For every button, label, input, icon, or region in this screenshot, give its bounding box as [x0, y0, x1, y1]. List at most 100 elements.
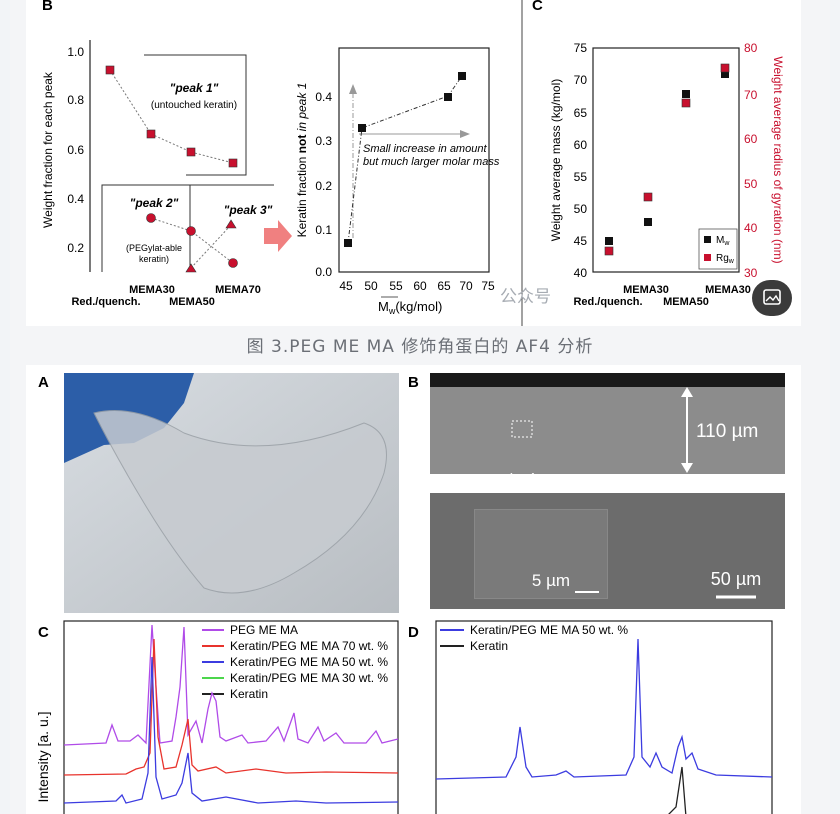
rg-marker	[643, 192, 653, 202]
panel-c-rlabel: Weight average radius of gyration (nm)	[771, 56, 785, 263]
x-label: Red./quench.	[71, 296, 140, 308]
right-ytick: 0.4	[315, 90, 332, 104]
rg-marker	[720, 63, 730, 73]
keratin-fraction-marker	[458, 72, 466, 80]
peak1-marker	[228, 158, 238, 168]
peak3-marker	[225, 219, 237, 229]
xrd-d-curve-keratin	[668, 766, 687, 814]
panel-c-ytick: 50	[574, 202, 588, 216]
sem-cross-section: 110 µm	[430, 373, 785, 474]
peak1-line	[109, 69, 234, 164]
sem-bot-overlay: 50 µm	[711, 569, 761, 599]
right-xtick: 60	[413, 279, 427, 293]
legend-label-70: Keratin/PEG ME MA 70 wt. %	[230, 639, 388, 653]
panel-c-ytick: 75	[574, 41, 588, 55]
panel-c-ytick: 40	[574, 266, 588, 280]
peak2-marker	[146, 213, 156, 223]
horizontal-arrowhead	[460, 130, 470, 138]
right-y-label: Keratin fraction not in peak 1	[295, 83, 309, 238]
panel-c-rtick: 80	[744, 41, 758, 55]
xrd-d-frame	[435, 620, 773, 814]
legend-d-label-50: Keratin/PEG ME MA 50 wt. %	[470, 623, 628, 637]
peak2-box	[101, 184, 274, 272]
sem-background-top	[430, 373, 785, 387]
xrd-d-curve-50	[435, 638, 773, 780]
vertical-arrowhead	[349, 84, 357, 94]
thickness-label: 110 µm	[696, 421, 758, 442]
watermark-text: 公众号	[500, 287, 551, 307]
right-ytick: 0.1	[315, 223, 332, 237]
right-xtick: 65	[437, 279, 451, 293]
left-ytick: 0.2	[67, 241, 84, 255]
legend-rg-swatch	[704, 254, 711, 261]
peak1-marker	[186, 147, 196, 157]
film-figure-svg: A B C D	[38, 374, 419, 641]
film-photo-drawing	[64, 373, 399, 613]
figure-caption: 图 3.PEG ME MA 修饰角蛋白的 AF4 分析	[246, 337, 594, 357]
right-ytick: 0.2	[315, 179, 332, 193]
panel-a-label: A	[38, 374, 49, 391]
peak3-marker	[185, 263, 197, 273]
peak2-sublabel: keratin)	[139, 254, 169, 264]
image-edit-icon	[763, 289, 781, 305]
keratin-film-photo	[64, 373, 399, 613]
peak1-box	[144, 54, 247, 176]
sem-top-drawing: 110 µm	[430, 373, 785, 474]
c-x-label: MEMA50	[663, 296, 709, 308]
sem-inset-drawing: 5 µm	[532, 571, 599, 593]
legend-label-keratin: Keratin	[230, 687, 268, 701]
right-xtick: 50	[364, 279, 378, 293]
legend-d-label-keratin: Keratin	[470, 639, 508, 653]
keratin-fraction-marker	[444, 93, 452, 101]
xrd-curve-70	[63, 638, 399, 776]
c-x-label: Red./quench.	[573, 296, 642, 308]
x-label: MEMA70	[215, 284, 261, 296]
panel-b2-label: B	[408, 374, 419, 391]
xrd-panels: Intensity [a. u.] PEG ME MA Keratin/PEG …	[35, 620, 773, 814]
zoom-line-left	[475, 473, 513, 510]
panel-c-frame	[592, 47, 740, 273]
peak1-label: "peak 1"	[170, 81, 219, 95]
xrd-c-ylabel: Intensity [a. u.]	[35, 711, 51, 802]
c-x-label: MEMA30	[705, 284, 751, 296]
peak3-line	[190, 224, 232, 269]
peak1-marker	[146, 129, 156, 139]
panel-c-rtick: 70	[744, 88, 758, 102]
panel-c-rtick: 40	[744, 221, 758, 235]
panel-c-ytick: 60	[574, 138, 588, 152]
peak1-marker	[105, 65, 115, 75]
legend-label-pegmema: PEG ME MA	[230, 623, 298, 637]
panel-c-ytick: 45	[574, 234, 588, 248]
left-y-label: Weight fraction for each peak	[41, 71, 55, 228]
xrd-curve-pegmema	[63, 624, 399, 746]
mw-marker	[721, 70, 729, 78]
af4-figure-svg: B Weight fraction for each peak 1.0 0.8 …	[41, 0, 785, 326]
rg-marker	[604, 246, 614, 256]
mw-marker	[605, 237, 613, 245]
legend-label-30: Keratin/PEG ME MA 30 wt. %	[230, 671, 388, 685]
peak2-marker	[186, 226, 196, 236]
af4-figure: B Weight fraction for each peak 1.0 0.8 …	[26, 0, 801, 326]
x-label: MEMA50	[169, 296, 215, 308]
xrd-c-frame	[63, 620, 399, 814]
panel-c-ylabel: Weight average mass (kg/mol)	[549, 79, 563, 242]
panel-c-ytick: 55	[574, 170, 588, 184]
peak2-sublabel: (PEGylat-able	[126, 243, 182, 253]
keratin-fraction-marker	[358, 124, 366, 132]
legend-mw-swatch	[704, 236, 711, 243]
mw-marker	[644, 218, 652, 226]
sem-film-layer	[430, 387, 785, 474]
right-ytick: 0.3	[315, 134, 332, 148]
film-figure: A B C D 110 µm 5 µm 50 µm	[26, 365, 801, 814]
right-xtick: 55	[389, 279, 403, 293]
sem-surface: 5 µm 50 µm	[430, 493, 785, 609]
transition-arrow	[264, 220, 292, 252]
right-xtick: 45	[339, 279, 353, 293]
image-action-button[interactable]	[752, 280, 792, 316]
peak2-label: "peak 2"	[130, 196, 179, 210]
sem-scale-label: 50 µm	[711, 569, 761, 589]
legend-rg-label: Rgw	[716, 253, 735, 265]
panel-c-rtick: 30	[744, 266, 758, 280]
peak3-label: "peak 3"	[224, 203, 273, 217]
thickness-arrowhead-bottom	[681, 463, 693, 473]
